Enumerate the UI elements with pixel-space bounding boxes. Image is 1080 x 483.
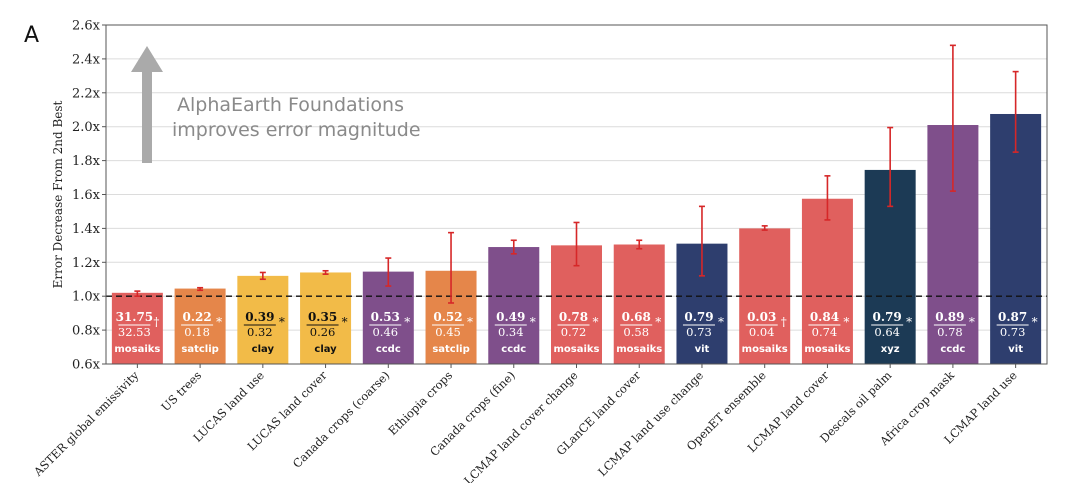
baseline-score-label: 0.32 (247, 325, 273, 339)
y-tick-label: 1.0x (72, 290, 101, 305)
x-tick-label: Ethiopia crops (385, 368, 455, 438)
aef-score-label: 31.75 (116, 310, 154, 324)
baseline-method-label: satclip (181, 344, 218, 355)
bar (488, 247, 540, 364)
aef-score-label: 0.87 (998, 310, 1027, 324)
panel-label: A (24, 23, 39, 48)
aef-score-label: 0.52 (433, 310, 462, 324)
arrow-shaft (142, 70, 152, 163)
y-tick-label: 1.8x (72, 154, 101, 169)
bar (613, 244, 665, 364)
aef-score-label: 0.84 (810, 310, 839, 324)
baseline-score-label: 0.74 (812, 325, 838, 339)
baseline-score-label: 0.58 (623, 325, 649, 339)
significance-marker: * (843, 315, 849, 329)
aef-score-label: 0.35 (308, 310, 337, 324)
bar (237, 275, 289, 364)
bar (362, 271, 414, 364)
aef-score-label: 0.53 (371, 310, 400, 324)
x-tick-label: LCMAP land use change (595, 368, 706, 479)
aef-score-label: 0.22 (182, 310, 211, 324)
x-tick-label: US trees (158, 368, 204, 414)
x-tick-label: ASTER global emissivity (30, 368, 142, 480)
baseline-method-label: mosaiks (742, 344, 788, 355)
bar (174, 288, 226, 364)
y-tick-label: 1.2x (72, 256, 101, 271)
significance-marker: * (467, 315, 473, 329)
significance-marker: † (153, 315, 159, 329)
baseline-method-label: vit (695, 344, 710, 355)
significance-marker: * (906, 315, 912, 329)
significance-marker: † (781, 315, 787, 329)
aef-score-label: 0.03 (747, 310, 776, 324)
aef-score-label: 0.89 (935, 310, 964, 324)
annotation-line-1: AlphaEarth Foundations (177, 94, 404, 116)
y-tick-label: 1.6x (72, 188, 101, 203)
y-axis-ticks: 0.6x 0.8x 1.0x 1.2x 1.4x 1.6x 1.8x 2.0x 2.2x 2.4x… (72, 19, 106, 373)
y-axis-label: Error Decrease From 2nd Best (51, 100, 65, 288)
plot-frame (105, 24, 1048, 365)
baseline-score-label: 0.72 (561, 325, 587, 339)
bar (801, 198, 853, 364)
bar (300, 272, 352, 364)
bar (990, 113, 1042, 364)
aef-score-label: 0.68 (622, 310, 651, 324)
baseline-method-label: mosaiks (114, 344, 160, 355)
x-tick-label: LCMAP land cover change (461, 368, 581, 483)
bar-labels: 31.7532.53†mosaiks0.220.18*satclip0.390.… (114, 310, 1037, 355)
baseline-score-label: 0.73 (686, 325, 712, 339)
aef-score-label: 0.79 (684, 310, 713, 324)
error-bars (134, 44, 1019, 304)
aef-score-label: 0.78 (559, 310, 588, 324)
significance-marker: * (593, 315, 599, 329)
y-tick-label: 0.8x (72, 324, 101, 339)
baseline-score-label: 0.18 (184, 325, 210, 339)
baseline-method-label: vit (1008, 344, 1023, 355)
y-tick-label: 2.4x (72, 52, 101, 67)
significance-marker: * (404, 315, 410, 329)
significance-marker: * (969, 315, 975, 329)
baseline-method-label: mosaiks (616, 344, 662, 355)
y-tick-label: 2.6x (72, 19, 101, 34)
baseline-score-label: 0.26 (310, 325, 336, 339)
baseline-score-label: 0.04 (749, 325, 775, 339)
baseline-score-label: 0.78 (937, 325, 963, 339)
aef-score-label: 0.39 (245, 310, 274, 324)
y-tick-label: 2.0x (72, 120, 101, 135)
baseline-score-label: 0.46 (372, 325, 398, 339)
bars (111, 113, 1042, 364)
baseline-method-label: xyz (881, 344, 900, 355)
y-tick-label: 1.4x (72, 222, 101, 237)
annotation-line-2: improves error magnitude (172, 119, 421, 141)
baseline-score-label: 0.34 (498, 325, 524, 339)
baseline-method-label: ccdc (940, 344, 965, 355)
baseline-method-label: ccdc (376, 344, 401, 355)
significance-marker: * (1032, 315, 1038, 329)
baseline-method-label: clay (314, 344, 337, 355)
significance-marker: * (216, 315, 222, 329)
bar (111, 292, 163, 364)
baseline-method-label: mosaiks (553, 344, 599, 355)
aef-score-label: 0.79 (873, 310, 902, 324)
baseline-score-label: 0.64 (874, 325, 900, 339)
baseline-score-label: 0.45 (435, 325, 461, 339)
y-tick-label: 2.2x (72, 86, 101, 101)
baseline-method-label: clay (252, 344, 275, 355)
y-tick-label: 0.6x (72, 358, 101, 373)
arrow-head (131, 46, 163, 72)
significance-marker: * (279, 315, 285, 329)
baseline-score-label: 32.53 (118, 325, 151, 339)
baseline-score-label: 0.73 (1000, 325, 1026, 339)
aef-score-label: 0.49 (496, 310, 525, 324)
baseline-method-label: satclip (432, 344, 469, 355)
significance-marker: * (342, 315, 348, 329)
baseline-method-label: ccdc (501, 344, 526, 355)
baseline-method-label: mosaiks (804, 344, 850, 355)
significance-marker: * (530, 315, 536, 329)
annotation-arrow (131, 46, 163, 163)
significance-marker: * (655, 315, 661, 329)
significance-marker: * (718, 315, 724, 329)
